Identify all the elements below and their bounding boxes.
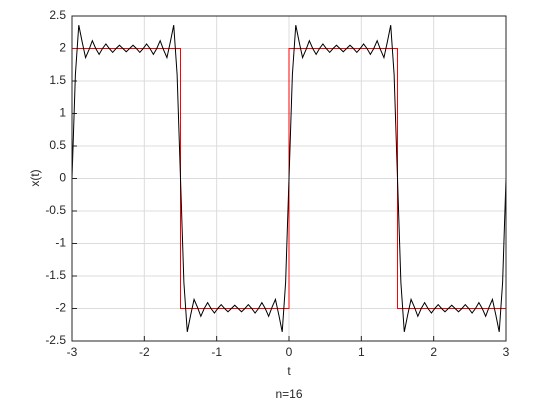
y-tick-label: -2 bbox=[55, 301, 66, 315]
y-tick-label: 1.5 bbox=[49, 73, 66, 87]
y-tick-label: -1.5 bbox=[45, 268, 66, 282]
x-tick-label: 1 bbox=[358, 345, 365, 359]
line bbox=[72, 48, 507, 309]
y-tick-label: 2.5 bbox=[49, 8, 66, 22]
y-tick-label: 0.5 bbox=[49, 138, 66, 152]
y-tick-label: -1 bbox=[55, 236, 66, 250]
plot-frame bbox=[71, 15, 507, 342]
line bbox=[71, 25, 507, 332]
x-tick-label: 0 bbox=[286, 345, 293, 359]
x-tick-label: 3 bbox=[503, 345, 510, 359]
y-tick-label: 2 bbox=[59, 41, 66, 55]
x-tick-label: -1 bbox=[211, 345, 222, 359]
y-tick-label: 0 bbox=[59, 171, 66, 185]
x-tick-label: -2 bbox=[139, 345, 150, 359]
caption: n=16 bbox=[275, 387, 302, 401]
y-tick-label: -0.5 bbox=[45, 203, 66, 217]
y-axis-label: x(t) bbox=[28, 169, 42, 186]
x-tick-label: 2 bbox=[430, 345, 437, 359]
x-tick-label: -3 bbox=[67, 345, 78, 359]
y-tick-label: -2.5 bbox=[45, 333, 66, 347]
y-tick-label: 1 bbox=[59, 106, 66, 120]
x-axis-label: t bbox=[287, 364, 291, 378]
